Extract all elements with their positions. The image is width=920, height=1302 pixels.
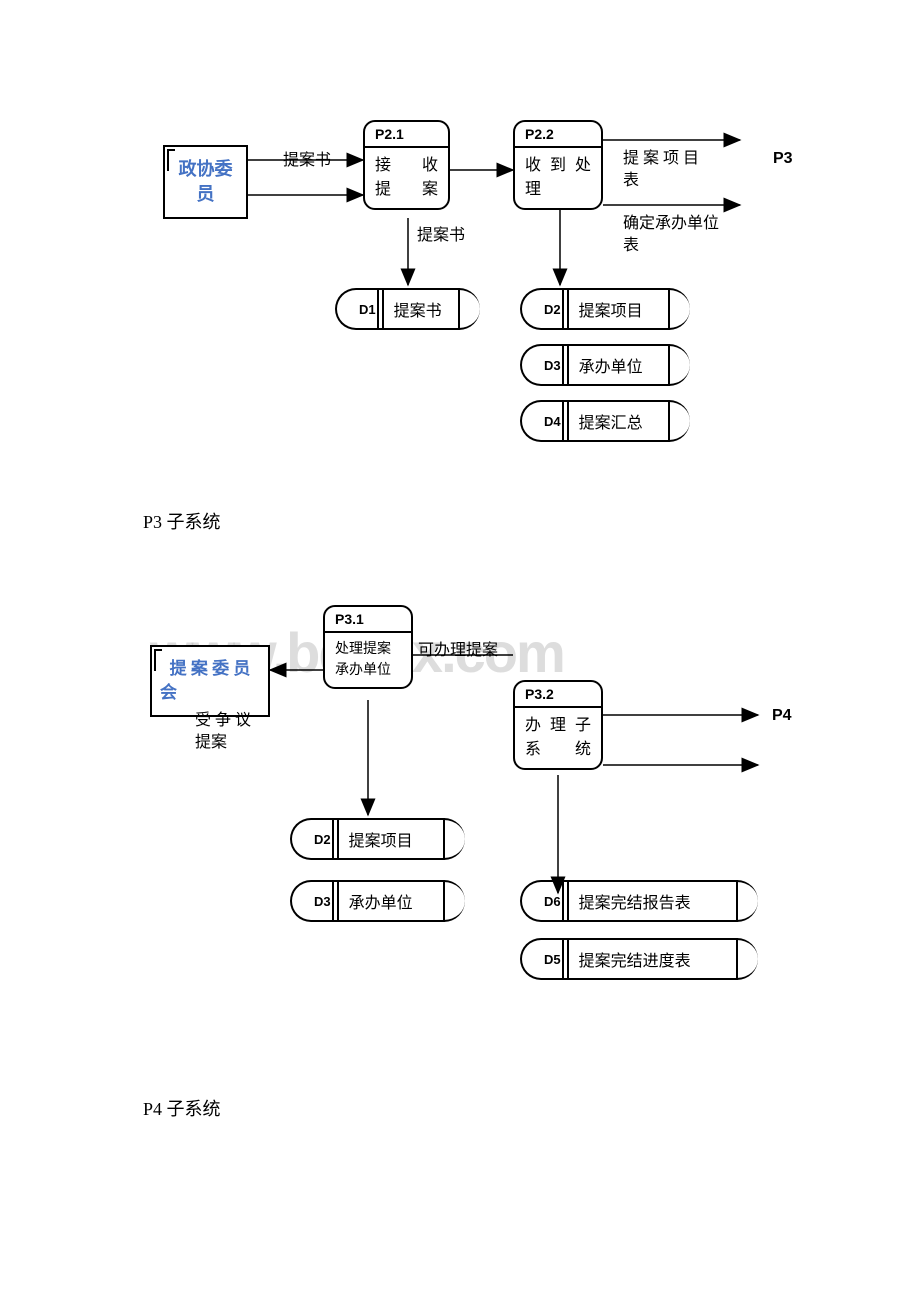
p4-label: P4 <box>772 705 792 727</box>
process-p32-code: P3.2 <box>515 682 601 708</box>
d6-code: D6 <box>542 880 569 922</box>
d3a-code: D3 <box>542 344 569 386</box>
process-p22-line2: 理 <box>525 178 591 202</box>
edge-p22-top-l2: 表 <box>623 172 639 189</box>
process-p32: P3.2 办 理 子 系统 <box>513 680 603 770</box>
process-p22: P2.2 收 到 处 理 <box>513 120 603 210</box>
process-p22-code: P2.2 <box>515 122 601 148</box>
process-p31-line1: 处理提案 <box>335 639 401 660</box>
datastore-d6: D6 提案完结报告表 <box>520 880 758 922</box>
d3b-code: D3 <box>312 880 339 922</box>
datastore-d1: D1 提案书 <box>335 288 480 330</box>
datastore-d2-b: D2 提案项目 <box>290 818 465 860</box>
process-p21: P2.1 接 收 提 案 <box>363 120 450 210</box>
d5-label: 提案完结进度表 <box>569 938 736 980</box>
process-p21-line1: 接 收 <box>375 154 438 178</box>
d3a-label: 承办单位 <box>569 344 668 386</box>
entity2-line1: 提 案 委 员 <box>170 659 251 678</box>
entity-line2: 员 <box>197 184 215 204</box>
d4-label: 提案汇总 <box>569 400 668 442</box>
edge-back-label: 受 争 议 提案 <box>195 710 251 755</box>
edge-p22-bottom-l1: 确定承办单位 <box>623 215 719 232</box>
entity-line1: 政协委 <box>179 159 233 179</box>
datastore-d2-a: D2 提案项目 <box>520 288 690 330</box>
d4-code: D4 <box>542 400 569 442</box>
edge-p22-top-l1: 提 案 项 目 <box>623 150 699 167</box>
entity-tian-weiyuanhui: 提 案 委 员 会 <box>150 645 270 717</box>
d2b-code: D2 <box>312 818 339 860</box>
d2a-code: D2 <box>542 288 569 330</box>
process-p31-code: P3.1 <box>325 607 411 633</box>
p3-label: P3 <box>773 148 793 170</box>
edge-back-l1: 受 争 议 <box>195 712 251 729</box>
edge-p31-p32: 可办理提案 <box>418 640 498 662</box>
d6-label: 提案完结报告表 <box>569 880 736 922</box>
process-p32-line2: 系统 <box>525 738 591 762</box>
d2b-label: 提案项目 <box>339 818 443 860</box>
edge-p22-bottom: 确定承办单位 表 <box>623 213 719 258</box>
datastore-d3-a: D3 承办单位 <box>520 344 690 386</box>
process-p21-code: P2.1 <box>365 122 448 148</box>
datastore-d5: D5 提案完结进度表 <box>520 938 758 980</box>
datastore-d3-b: D3 承办单位 <box>290 880 465 922</box>
d2a-label: 提案项目 <box>569 288 668 330</box>
d5-code: D5 <box>542 938 569 980</box>
entity2-line2: 会 <box>160 681 260 705</box>
d3b-label: 承办单位 <box>339 880 443 922</box>
edge-p21-down: 提案书 <box>417 225 465 247</box>
process-p32-line1: 办 理 子 <box>525 714 591 738</box>
edge-label-tianshu: 提案书 <box>283 150 331 172</box>
d1-label: 提案书 <box>384 288 458 330</box>
process-p31-line2: 承办单位 <box>335 660 401 681</box>
datastore-d4: D4 提案汇总 <box>520 400 690 442</box>
process-p31: P3.1 处理提案 承办单位 <box>323 605 413 689</box>
entity-zhengxie: 政协委 员 <box>163 145 248 219</box>
heading-p4: P4 子系统 <box>143 1095 221 1121</box>
heading-p3: P3 子系统 <box>143 508 221 534</box>
d1-code: D1 <box>357 288 384 330</box>
process-p21-line2: 提 案 <box>375 178 438 202</box>
edge-p22-bottom-l2: 表 <box>623 237 639 254</box>
edge-back-l2: 提案 <box>195 734 227 751</box>
process-p22-line1: 收 到 处 <box>525 154 591 178</box>
edge-p22-top: 提 案 项 目 表 <box>623 148 699 193</box>
